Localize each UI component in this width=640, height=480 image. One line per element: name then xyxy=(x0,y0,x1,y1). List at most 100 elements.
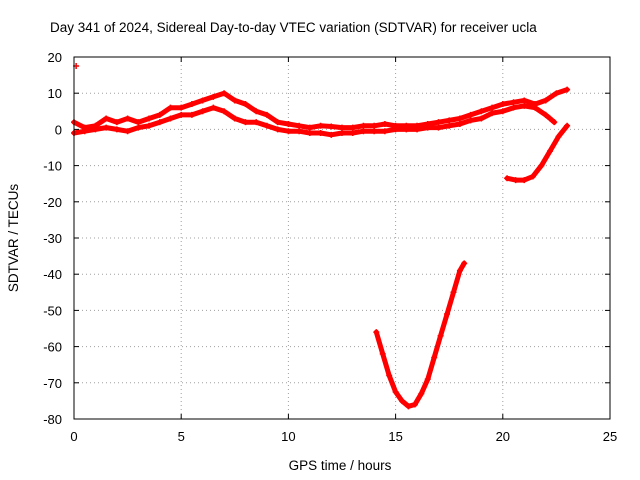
data-point-marker xyxy=(349,124,356,131)
series-main-band-lower xyxy=(71,102,558,138)
data-point-marker xyxy=(504,175,511,182)
data-point-marker xyxy=(381,120,388,127)
data-point-marker xyxy=(564,86,571,93)
data-point-marker xyxy=(456,115,463,122)
y-axis-label: SDTVAR / TECUs xyxy=(6,184,21,293)
data-point-marker xyxy=(499,108,506,115)
data-point-marker xyxy=(199,97,206,104)
data-point-marker xyxy=(510,104,517,111)
data-point-marker xyxy=(135,124,142,131)
data-layer xyxy=(71,63,571,410)
data-point-marker xyxy=(167,115,174,122)
data-point-marker xyxy=(167,104,174,111)
data-point-marker xyxy=(328,131,335,138)
data-point-marker xyxy=(113,126,120,133)
data-point-marker xyxy=(296,128,303,135)
data-point-marker xyxy=(489,104,496,111)
data-point-marker xyxy=(242,101,249,108)
data-point-marker xyxy=(521,97,528,104)
y-tick-label: -40 xyxy=(43,267,62,282)
data-point-marker xyxy=(510,99,517,106)
data-point-marker xyxy=(553,90,560,97)
data-point-marker xyxy=(478,115,485,122)
tick-layer: 0 5 10 15 20 25 20 10 0 -10 -20 -30 -40 -50 -60 -70 -80 xyxy=(43,50,617,444)
data-point-marker xyxy=(103,115,110,122)
data-point-marker xyxy=(392,126,399,133)
data-point-marker xyxy=(379,350,386,357)
x-tick-label: 5 xyxy=(178,429,185,444)
y-tick-label: -30 xyxy=(43,231,62,246)
data-point-marker xyxy=(103,124,110,131)
data-point-marker xyxy=(124,115,131,122)
data-point-marker xyxy=(92,126,99,133)
data-point-marker xyxy=(437,332,444,339)
data-point-marker xyxy=(456,120,463,127)
data-point-marker xyxy=(399,397,406,404)
x-tick-label: 0 xyxy=(70,429,77,444)
x-axis-label: GPS time / hours xyxy=(289,458,392,473)
data-point-marker xyxy=(339,130,345,137)
data-point-marker xyxy=(339,124,345,131)
data-point-marker xyxy=(178,111,185,118)
grid-layer xyxy=(74,57,610,419)
data-point-marker xyxy=(450,289,457,296)
data-point-marker xyxy=(489,110,496,117)
series-line xyxy=(373,260,467,409)
data-point-marker xyxy=(188,101,195,108)
data-point-marker xyxy=(542,97,549,104)
data-point-marker xyxy=(296,122,303,129)
data-point-marker xyxy=(381,128,388,135)
data-point-marker xyxy=(542,111,549,118)
data-point-marker xyxy=(551,119,558,126)
data-point-marker xyxy=(538,162,545,169)
data-point-marker xyxy=(435,119,442,126)
data-point-marker xyxy=(467,117,474,124)
y-tick-label: -80 xyxy=(43,412,62,427)
data-point-marker xyxy=(146,115,153,122)
data-point-marker xyxy=(444,311,451,318)
data-point-marker xyxy=(253,119,260,126)
data-point-marker xyxy=(188,111,195,118)
data-point-marker xyxy=(349,130,356,137)
data-point-marker xyxy=(317,122,324,129)
data-point-marker xyxy=(156,119,163,126)
data-point-marker xyxy=(178,104,185,111)
data-point-marker xyxy=(373,329,380,336)
x-tick-label: 10 xyxy=(281,429,295,444)
data-point-marker xyxy=(414,126,421,133)
y-tick-label: -60 xyxy=(43,340,62,355)
data-point-marker xyxy=(564,122,571,129)
data-point-marker xyxy=(231,97,238,104)
x-tick-label: 20 xyxy=(496,429,510,444)
data-point-marker xyxy=(360,122,367,129)
data-point-marker xyxy=(435,124,442,131)
data-point-marker xyxy=(306,124,313,131)
data-point-marker xyxy=(135,119,142,126)
data-point-marker xyxy=(242,119,249,126)
y-tick-label: 0 xyxy=(55,122,62,137)
data-point-marker xyxy=(405,403,412,410)
series-recovery-arc xyxy=(504,122,571,184)
data-point-marker xyxy=(199,108,206,115)
data-point-marker xyxy=(263,111,270,118)
data-point-marker xyxy=(328,123,335,130)
data-point-marker xyxy=(253,108,260,115)
data-point-marker xyxy=(446,122,453,129)
data-point-marker xyxy=(124,128,131,135)
data-point-marker xyxy=(210,93,217,100)
data-point-marker xyxy=(274,126,281,133)
data-point-marker xyxy=(81,128,88,135)
data-point-marker xyxy=(546,115,553,122)
data-point-marker xyxy=(529,173,536,180)
data-point-marker xyxy=(461,260,468,267)
data-point-marker xyxy=(418,390,425,397)
data-point-marker xyxy=(555,133,562,140)
data-point-marker xyxy=(521,177,528,184)
data-point-marker xyxy=(371,128,378,135)
data-point-marker xyxy=(431,354,438,361)
data-point-marker xyxy=(478,108,485,115)
y-tick-label: -20 xyxy=(43,195,62,210)
y-tick-label: 10 xyxy=(48,86,62,101)
data-point-marker xyxy=(221,108,228,115)
